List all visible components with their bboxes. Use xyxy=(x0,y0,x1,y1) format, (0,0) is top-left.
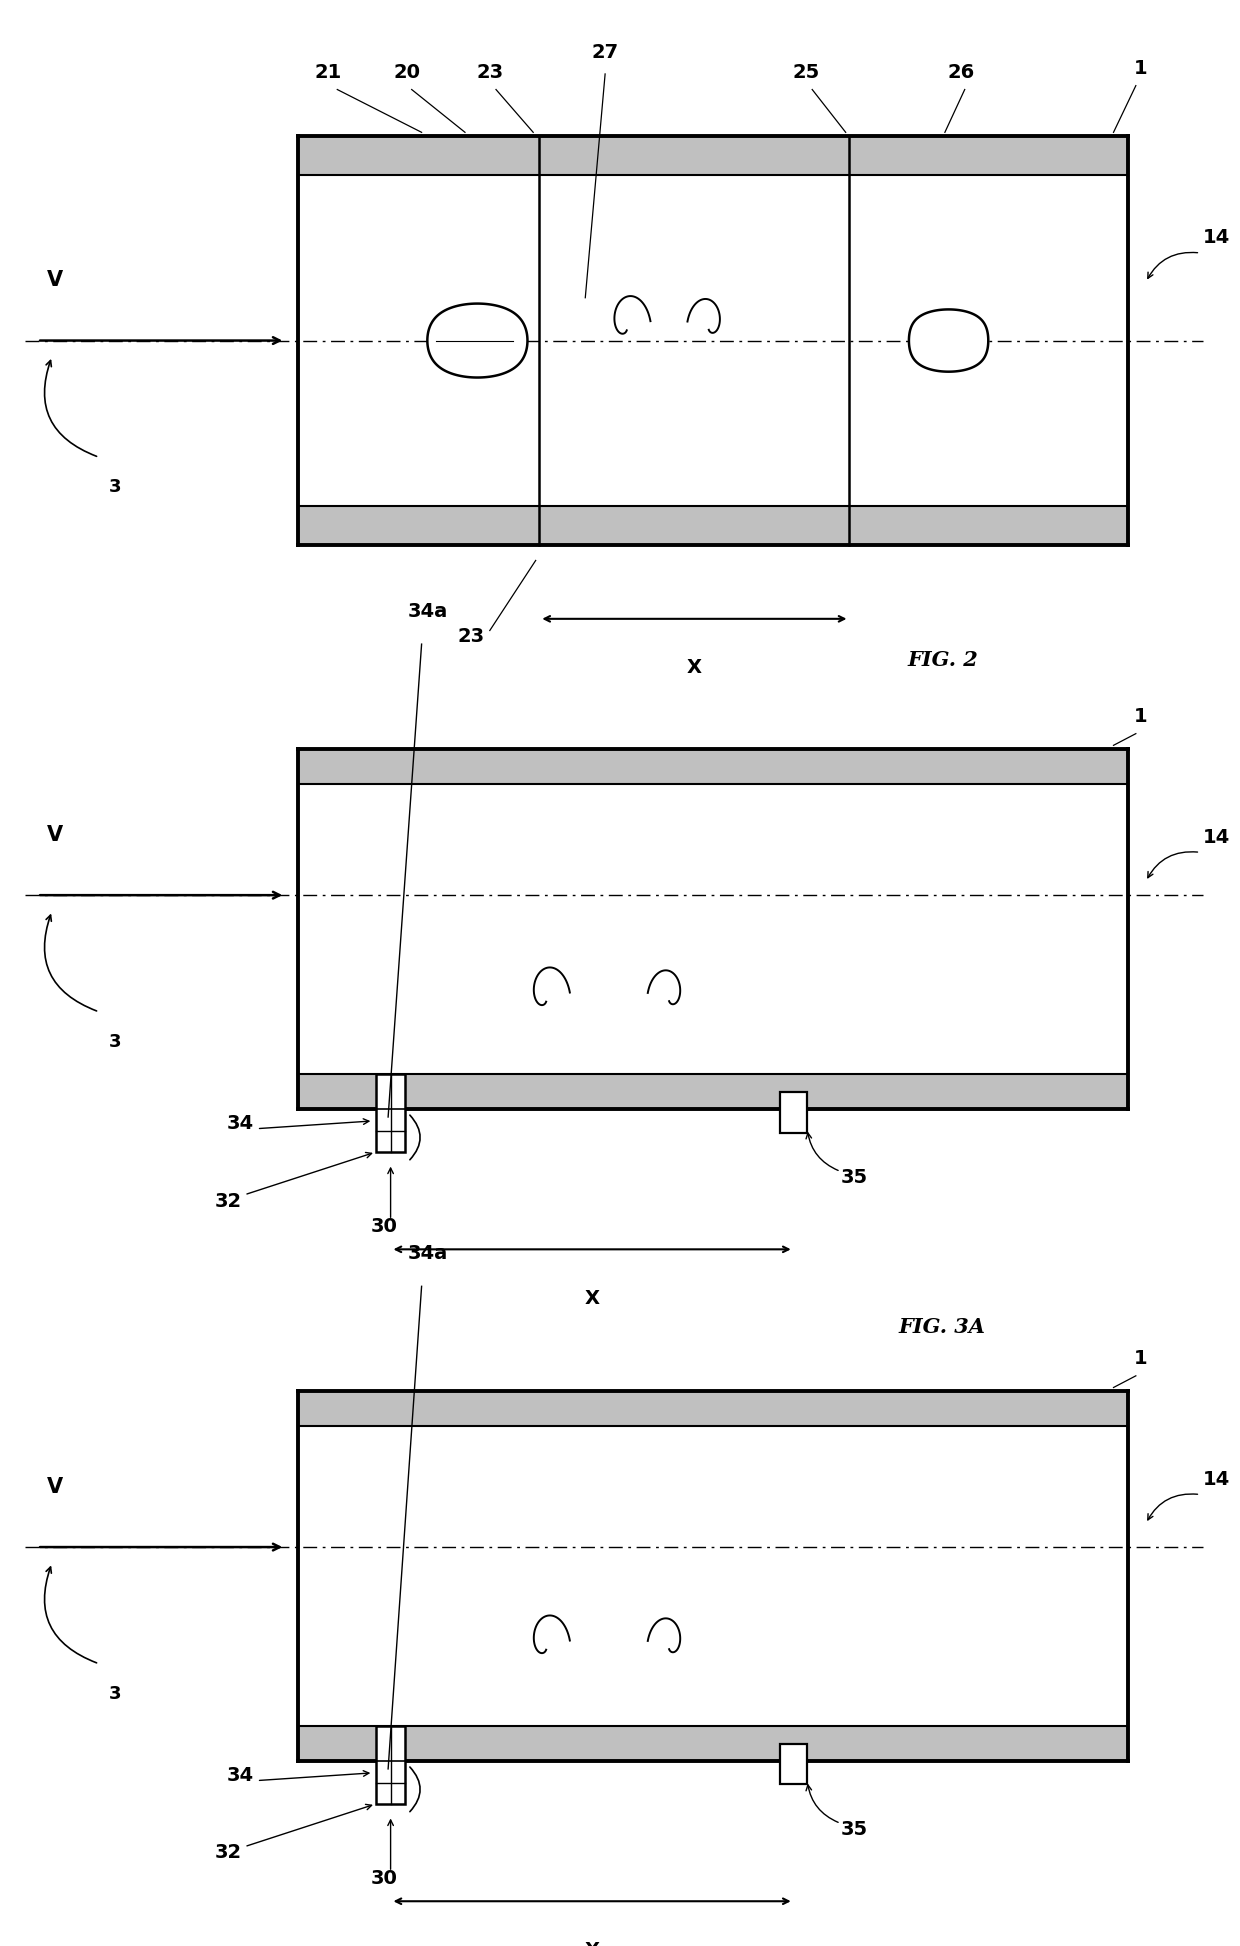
Text: V: V xyxy=(47,1477,63,1496)
Text: 30: 30 xyxy=(371,1216,398,1236)
Text: FIG. 2: FIG. 2 xyxy=(906,650,978,669)
Text: X: X xyxy=(687,658,702,677)
Bar xyxy=(298,1426,1128,1726)
Text: 35: 35 xyxy=(841,1820,868,1839)
Text: 1: 1 xyxy=(1135,58,1147,78)
Text: X: X xyxy=(584,1940,600,1946)
Bar xyxy=(298,1391,1128,1761)
Text: V: V xyxy=(47,825,63,845)
Text: 32: 32 xyxy=(215,1843,242,1862)
Text: 1: 1 xyxy=(1135,706,1147,726)
Text: 34a: 34a xyxy=(408,601,448,621)
Text: FIG. 3A: FIG. 3A xyxy=(899,1317,986,1337)
Text: X: X xyxy=(584,1288,600,1308)
Text: 14: 14 xyxy=(1203,228,1230,247)
Text: 14: 14 xyxy=(1203,827,1230,847)
Text: 34: 34 xyxy=(227,1765,254,1784)
Text: 35: 35 xyxy=(841,1168,868,1187)
Text: 23: 23 xyxy=(458,627,485,646)
Bar xyxy=(298,784,1128,1074)
Text: 27: 27 xyxy=(591,43,619,62)
Text: 34a: 34a xyxy=(408,1243,448,1263)
Bar xyxy=(298,175,1128,506)
Text: 23: 23 xyxy=(476,62,503,82)
Text: 21: 21 xyxy=(315,62,342,82)
Polygon shape xyxy=(909,309,988,372)
Text: 3: 3 xyxy=(109,1685,122,1703)
Text: 25: 25 xyxy=(792,62,820,82)
Text: 1: 1 xyxy=(1135,1349,1147,1368)
Text: 26: 26 xyxy=(947,62,975,82)
Text: 14: 14 xyxy=(1203,1469,1230,1489)
Text: 3: 3 xyxy=(109,1033,122,1051)
Text: 3: 3 xyxy=(109,479,122,496)
Text: 32: 32 xyxy=(215,1191,242,1210)
Bar xyxy=(298,749,1128,1109)
Bar xyxy=(780,1092,807,1133)
Bar xyxy=(298,136,1128,545)
Bar xyxy=(780,1744,807,1784)
Text: 30: 30 xyxy=(371,1868,398,1888)
Text: 20: 20 xyxy=(393,62,420,82)
Bar xyxy=(376,1074,405,1152)
Text: 34: 34 xyxy=(227,1113,254,1133)
Polygon shape xyxy=(428,304,527,378)
Text: V: V xyxy=(47,270,63,290)
Bar xyxy=(376,1726,405,1804)
